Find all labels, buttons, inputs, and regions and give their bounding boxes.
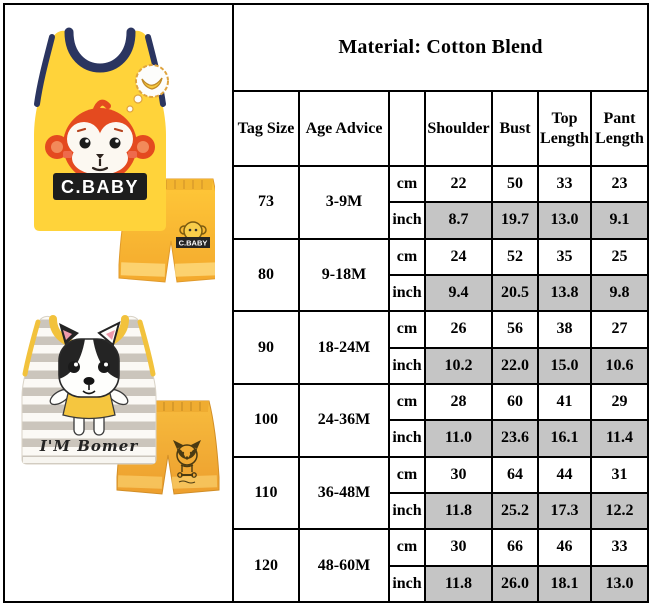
- size-cell: 44: [537, 455, 592, 494]
- size-cell: 20.5: [491, 273, 539, 313]
- size-cell: 11.4: [589, 419, 650, 458]
- unit-cm-label: cm: [388, 455, 426, 494]
- size-cell: 16.1: [537, 419, 592, 458]
- age-advice-cell: 9-18M: [298, 237, 390, 313]
- unit-inch-label: inch: [388, 346, 426, 385]
- age-advice-cell: 18-24M: [298, 310, 390, 385]
- unit-cm-label: cm: [388, 310, 426, 349]
- dog-lineart-icon: [173, 440, 201, 484]
- size-cell: 10.2: [424, 346, 493, 385]
- size-cell: 66: [491, 528, 539, 567]
- col-header-pant-length: Pant Length: [589, 90, 650, 167]
- product-photo-monkey-set: C.BABY: [34, 27, 215, 283]
- age-advice-cell: 36-48M: [298, 455, 390, 531]
- size-cell: 11.0: [424, 419, 493, 458]
- size-cell: 52: [491, 237, 539, 276]
- size-cell: 23: [589, 164, 650, 204]
- size-cell: 26: [424, 310, 493, 349]
- col-header-tag-size: Tag Size: [232, 90, 300, 167]
- size-cell: 17.3: [537, 491, 592, 531]
- size-cell: 9.1: [589, 201, 650, 240]
- monkey-vest: C.BABY: [34, 27, 169, 232]
- brand-banner: [53, 173, 147, 200]
- unit-inch-label: inch: [388, 419, 426, 458]
- unit-cm-label: cm: [388, 164, 426, 204]
- unit-inch-label: inch: [388, 491, 426, 531]
- tag-size-cell: 80: [232, 237, 300, 313]
- size-table: Material: Cotton Blend Tag Size Age Advi…: [231, 3, 650, 604]
- size-cell: 31: [589, 455, 650, 494]
- size-cell: 9.4: [424, 273, 493, 313]
- unit-cm-label: cm: [388, 237, 426, 276]
- size-cell: 18.1: [537, 564, 592, 604]
- size-cell: 35: [537, 237, 592, 276]
- size-cell: 19.7: [491, 201, 539, 240]
- unit-cm-label: cm: [388, 528, 426, 567]
- size-cell: 56: [491, 310, 539, 349]
- tag-size-cell: 73: [232, 165, 300, 240]
- navy-neckband: [64, 27, 136, 73]
- tag-size-cell: 100: [232, 382, 300, 458]
- size-cell: 29: [589, 382, 650, 422]
- age-advice-cell: 48-60M: [298, 528, 390, 603]
- size-cell: 25.2: [491, 491, 539, 531]
- product-photo-dog-set: I'M Bomer: [21, 315, 220, 495]
- tag-size-cell: 110: [232, 455, 300, 531]
- col-header-shoulder: Shoulder: [424, 90, 493, 167]
- col-header-top-length: Top Length: [537, 90, 592, 167]
- size-cell: 13.8: [537, 273, 592, 313]
- size-cell: 50: [491, 164, 539, 204]
- size-cell: 30: [424, 528, 493, 567]
- tag-size-cell: 120: [232, 528, 300, 603]
- size-cell: 41: [537, 382, 592, 422]
- size-cell: 10.6: [589, 346, 650, 385]
- size-cell: 28: [424, 382, 493, 422]
- size-cell: 9.8: [589, 273, 650, 313]
- size-cell: 64: [491, 455, 539, 494]
- product-photos-panel: C.BABY: [3, 3, 232, 603]
- unit-inch-label: inch: [388, 273, 426, 313]
- size-cell: 23.6: [491, 419, 539, 458]
- unit-inch-label: inch: [388, 564, 426, 604]
- col-header-unit: [388, 90, 426, 167]
- brand-label: C.BABY: [61, 177, 139, 197]
- size-cell: 22.0: [491, 346, 539, 385]
- size-cell: 27: [589, 310, 650, 349]
- size-cell: 26.0: [491, 564, 539, 604]
- size-cell: 11.8: [424, 491, 493, 531]
- tag-size-cell: 90: [232, 310, 300, 385]
- size-cell: 15.0: [537, 346, 592, 385]
- size-cell: 22: [424, 164, 493, 204]
- slogan-label: I'M Bomer: [39, 437, 139, 455]
- material-header: Material: Cotton Blend: [231, 3, 650, 92]
- age-advice-cell: 24-36M: [298, 382, 390, 458]
- shorts-brand-label: C.BABY: [179, 239, 208, 248]
- age-advice-cell: 3-9M: [298, 165, 390, 240]
- size-cell: 46: [537, 528, 592, 567]
- size-cell: 24: [424, 237, 493, 276]
- size-cell: 30: [424, 455, 493, 494]
- size-cell: 60: [491, 382, 539, 422]
- boston-terrier-icon: [49, 321, 129, 436]
- col-header-bust: Bust: [491, 90, 539, 167]
- unit-cm-label: cm: [388, 382, 426, 422]
- dog-vest: I'M Bomer: [21, 315, 157, 465]
- size-cell: 11.8: [424, 564, 493, 604]
- size-cell: 33: [589, 528, 650, 567]
- size-cell: 13.0: [589, 564, 650, 604]
- mini-monkey-icon: C.BABY: [176, 221, 210, 248]
- size-cell: 38: [537, 310, 592, 349]
- monkey-face-icon: [45, 99, 155, 182]
- size-cell: 33: [537, 164, 592, 204]
- unit-inch-label: inch: [388, 201, 426, 240]
- size-cell: 13.0: [537, 201, 592, 240]
- size-cell: 8.7: [424, 201, 493, 240]
- col-header-age-advice: Age Advice: [298, 90, 390, 167]
- banana-bubble-icon: [126, 64, 169, 113]
- size-cell: 25: [589, 237, 650, 276]
- size-cell: 12.2: [589, 491, 650, 531]
